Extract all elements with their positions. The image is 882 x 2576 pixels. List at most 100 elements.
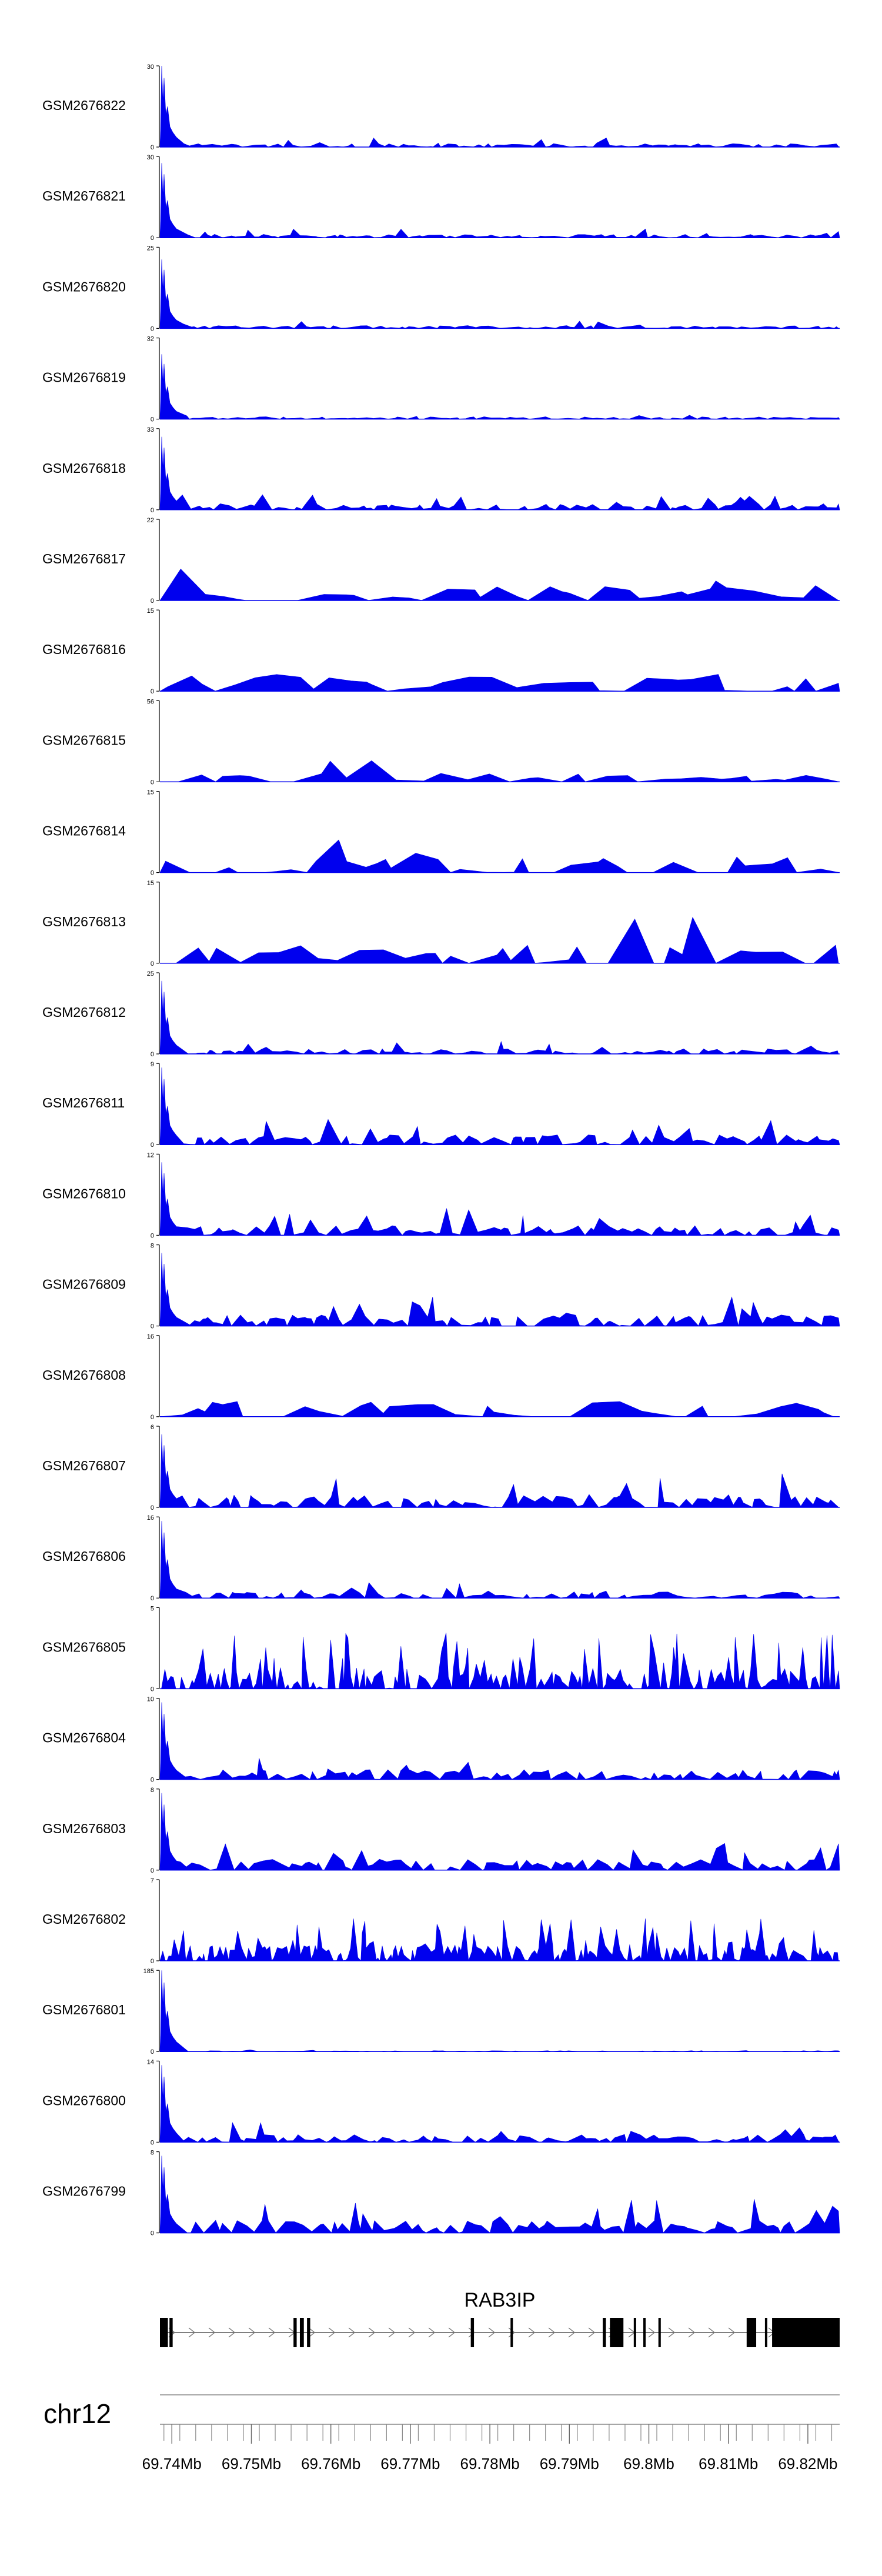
track-GSM2676818: GSM2676818 33 0 [42, 426, 840, 514]
strand-chevron [468, 2327, 476, 2338]
track-GSM2676817: GSM2676817 22 0 [42, 517, 840, 605]
track-name-label: GSM2676819 [42, 370, 126, 385]
y-min-label: 0 [151, 1777, 154, 1784]
y-max-label: 15 [147, 608, 154, 615]
coverage-area-GSM2676816 [159, 674, 840, 692]
strand-chevron [308, 2327, 316, 2338]
strand-chevron [488, 2327, 496, 2338]
coverage-area-GSM2676810 [159, 1162, 840, 1236]
y-min-label: 0 [151, 144, 154, 151]
y-min-label: 0 [151, 325, 154, 332]
track-GSM2676811: GSM2676811 9 0 [42, 1061, 840, 1149]
strand-chevron [548, 2327, 556, 2338]
track-GSM2676810: GSM2676810 12 0 [42, 1152, 840, 1239]
track-name-label: GSM2676804 [42, 1730, 126, 1746]
track-name-label: GSM2676799 [42, 2184, 126, 2199]
track-name-label: GSM2676809 [42, 1277, 126, 1292]
exon-1 [160, 2318, 168, 2347]
y-max-label: 56 [147, 698, 154, 705]
y-max-label: 16 [147, 1333, 154, 1340]
chromosome-label: chr12 [44, 2398, 111, 2429]
coverage-area-GSM2676801 [159, 1970, 841, 2052]
y-min-label: 0 [151, 2139, 154, 2146]
coverage-area-GSM2676818 [159, 436, 840, 510]
track-GSM2676804: GSM2676804 10 0 [42, 1696, 840, 1784]
strand-chevron [728, 2327, 736, 2338]
coverage-area-GSM2676805 [159, 1633, 840, 1690]
y-min-label: 0 [151, 870, 154, 877]
track-name-label: GSM2676820 [42, 279, 126, 294]
track-name-label: GSM2676803 [42, 1821, 126, 1836]
coverage-area-GSM2676817 [159, 569, 840, 601]
exon-9 [610, 2318, 624, 2347]
track-name-label: GSM2676810 [42, 1186, 126, 1201]
y-min-label: 0 [151, 1686, 154, 1693]
track-name-label: GSM2676818 [42, 461, 126, 476]
track-name-label: GSM2676816 [42, 642, 126, 657]
coverage-area-GSM2676804 [159, 1702, 840, 1780]
exon-3 [293, 2318, 297, 2347]
track-name-label: GSM2676822 [42, 98, 126, 113]
track-GSM2676815: GSM2676815 56 0 [42, 698, 840, 786]
track-name-label: GSM2676801 [42, 2002, 126, 2017]
track-GSM2676799: GSM2676799 8 0 [42, 2150, 840, 2237]
track-GSM2676812: GSM2676812 25 0 [42, 970, 840, 1058]
strand-chevron [348, 2327, 356, 2338]
y-min-label: 0 [151, 507, 154, 514]
track-GSM2676801: GSM2676801 185 0 [42, 1968, 841, 2056]
track-name-label: GSM2676805 [42, 1639, 126, 1654]
strand-chevron [328, 2327, 336, 2338]
coverage-area-GSM2676808 [159, 1401, 840, 1417]
exon-8 [603, 2318, 606, 2347]
track-GSM2676819: GSM2676819 32 0 [42, 336, 840, 423]
y-min-label: 0 [151, 688, 154, 695]
genomic-axis: chr12 69.74Mb 69.75Mb 69.76Mb 69.77Mb 69.78M… [44, 2394, 840, 2472]
y-max-label: 8 [151, 1787, 154, 1794]
y-min-label: 0 [151, 779, 154, 786]
coverage-area-GSM2676806 [159, 1521, 840, 1599]
y-max-label: 16 [147, 1514, 154, 1521]
exon-6 [470, 2318, 475, 2347]
y-min-label: 0 [151, 1867, 154, 1874]
y-max-label: 9 [151, 1061, 154, 1068]
coverage-area-GSM2676809 [159, 1253, 840, 1327]
strand-chevron [268, 2327, 276, 2338]
y-min-label: 0 [151, 1958, 154, 1965]
strand-chevron [208, 2327, 216, 2338]
track-GSM2676807: GSM2676807 6 0 [42, 1424, 840, 1511]
y-min-label: 0 [151, 2230, 154, 2237]
coverage-area-GSM2676802 [159, 1918, 840, 1961]
track-name-label: GSM2676815 [42, 732, 126, 748]
coverage-area-GSM2676819 [159, 354, 840, 419]
y-min-label: 0 [151, 1414, 154, 1421]
track-GSM2676816: GSM2676816 15 0 [42, 608, 840, 695]
y-max-label: 15 [147, 789, 154, 796]
coverage-area-GSM2676803 [159, 1793, 840, 1871]
strand-chevron [228, 2327, 236, 2338]
y-max-label: 7 [151, 1877, 154, 1884]
track-GSM2676805: GSM2676805 5 0 [42, 1605, 840, 1693]
y-min-label: 0 [151, 2048, 154, 2056]
y-max-label: 22 [147, 517, 154, 524]
axis-tick-label: 69.79Mb [540, 2455, 599, 2472]
y-max-label: 15 [147, 880, 154, 887]
strand-chevron [388, 2327, 396, 2338]
coverage-area-GSM2676814 [159, 839, 840, 873]
y-max-label: 25 [147, 970, 154, 977]
track-GSM2676808: GSM2676808 16 0 [42, 1333, 840, 1421]
y-min-label: 0 [151, 1051, 154, 1058]
strand-chevron [188, 2327, 196, 2338]
track-name-label: GSM2676800 [42, 2093, 126, 2108]
exon-4 [299, 2318, 304, 2347]
coverage-area-GSM2676811 [159, 1067, 840, 1145]
track-name-label: GSM2676812 [42, 1005, 126, 1020]
coverage-area-GSM2676815 [159, 760, 840, 782]
track-name-label: GSM2676811 [42, 1095, 125, 1110]
track-GSM2676803: GSM2676803 8 0 [42, 1787, 840, 1874]
strand-chevron [528, 2327, 536, 2338]
axis-tick-label: 69.78Mb [460, 2455, 520, 2472]
axis-tick-label: 69.82Mb [778, 2455, 837, 2472]
y-max-label: 6 [151, 1424, 154, 1431]
exon-7 [510, 2318, 513, 2347]
